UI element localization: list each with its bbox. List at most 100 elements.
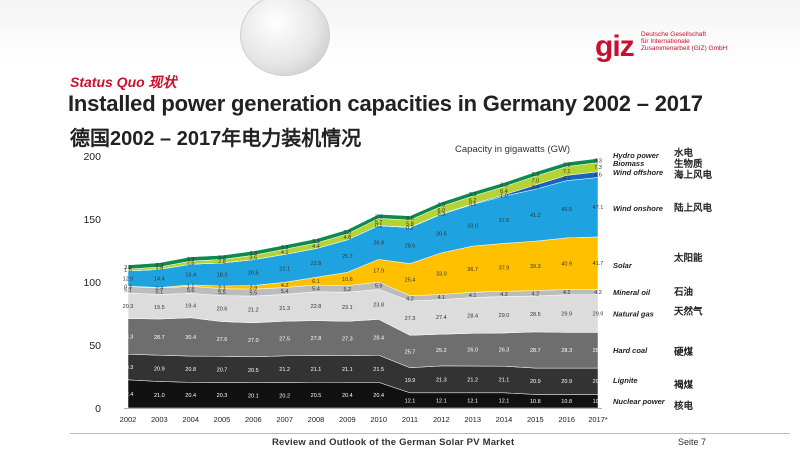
legend-label-cn-wind-onshore: 陆上风电	[674, 202, 713, 214]
data-label-nuclear-power: 10.8	[593, 399, 604, 405]
legend-label-cn-hard-coal: 硬煤	[674, 346, 694, 358]
x-tick-label: 2006	[245, 415, 262, 424]
x-tick-label: 2016	[558, 415, 575, 424]
data-label-mineral-oil: 4.2	[594, 290, 602, 296]
data-label-nuclear-power: 20.4	[185, 393, 196, 399]
data-label-biomass: 1.5	[124, 268, 132, 274]
data-label-wind-offshore: 0.5	[469, 202, 477, 208]
data-label-hydro-power: 3.3	[344, 230, 352, 236]
data-label-nuclear-power: 20.2	[279, 393, 290, 399]
data-label-solar: 41.7	[593, 261, 604, 267]
data-label-hard-coal: 28.7	[530, 348, 541, 354]
data-label-mineral-oil: 4.2	[563, 290, 571, 296]
data-label-biomass: 3.5	[250, 256, 258, 262]
legend-label-hard-coal: Hard coal	[613, 346, 648, 355]
data-label-natural-gas: 29.9	[561, 312, 572, 318]
data-label-wind-onshore: 22.1	[279, 266, 290, 272]
giz-logo-text: Deutsche Gesellschaft für Internationale…	[641, 31, 761, 52]
data-label-mineral-oil: 5.4	[312, 286, 320, 292]
data-label-lignite: 21.2	[279, 367, 290, 373]
data-label-lignite: 21.3	[436, 377, 447, 383]
x-tick-label: 2002	[120, 415, 137, 424]
data-label-biomass: 6.4	[500, 189, 508, 195]
data-label-wind-onshore: 16.4	[185, 273, 196, 279]
data-label-hard-coal: 25.2	[436, 348, 447, 354]
data-label-lignite: 21.1	[342, 367, 353, 373]
giz-logo-line: Deutsche Gesellschaft	[641, 31, 707, 38]
section-subtitle: Status Quo 现状	[70, 74, 177, 90]
data-label-mineral-oil: 4.2	[532, 291, 540, 297]
data-label-lignite: 21.5	[373, 367, 384, 373]
data-label-wind-offshore: 0.2	[406, 225, 414, 231]
data-label-wind-offshore: 4.1	[563, 176, 571, 182]
data-label-wind-onshore: 26.8	[373, 241, 384, 247]
legend-label-cn-mineral-oil: 石油	[673, 286, 693, 298]
data-label-lignite: 20.9	[593, 379, 604, 385]
data-label-lignite: 21.2	[467, 377, 478, 383]
data-label-lignite: 20.9	[530, 379, 541, 385]
giz-logo-line: für Internationale	[641, 38, 690, 45]
legend-label-cn-solar: 太阳能	[674, 252, 703, 264]
legend-label-cn-wind-offshore: 海上风电	[674, 169, 713, 181]
legend-label-biomass: Biomass	[613, 159, 644, 168]
data-label-hard-coal: 30.4	[185, 335, 196, 341]
data-label-hydro-power: 3.3	[156, 263, 164, 269]
data-label-hydro-power: 3.3	[312, 239, 320, 245]
page-title: Installed power generation capacities in…	[68, 91, 703, 116]
x-tick-label: 2013	[464, 415, 481, 424]
data-label-lignite: 20.5	[248, 368, 259, 374]
data-label-natural-gas: 23.8	[373, 302, 384, 308]
data-label-biomass: 2.8	[218, 259, 226, 265]
data-label-hard-coal: 28.7	[154, 335, 165, 341]
data-label-wind-offshore: 0.3	[438, 212, 446, 218]
data-label-nuclear-power: 20.4	[373, 393, 384, 399]
x-tick-label: 2012	[433, 415, 450, 424]
data-label-hard-coal: 28.3	[123, 334, 134, 340]
data-label-mineral-oil: 5.4	[281, 289, 289, 295]
page-title-cn: 德国2002 – 2017年电力装机情况	[70, 128, 362, 150]
data-label-hydro-power: 3.3	[469, 192, 477, 198]
data-label-wind-onshore: 12.0	[123, 277, 134, 283]
data-label-biomass: 5.8	[406, 222, 414, 228]
data-label-hard-coal: 27.5	[279, 337, 290, 343]
data-label-lignite: 20.8	[185, 367, 196, 373]
giz-logo: giz	[595, 30, 635, 63]
data-label-solar: 2.9	[250, 285, 258, 291]
data-label-solar: 40.9	[561, 262, 572, 268]
data-label-solar: 0.4	[156, 286, 164, 292]
x-tick-label: 2011	[402, 415, 418, 424]
y-tick-label: 200	[83, 151, 101, 163]
data-label-mineral-oil: 4.1	[469, 293, 477, 299]
x-tick-label: 2003	[151, 415, 168, 424]
data-label-hard-coal: 28.3	[561, 348, 572, 354]
legend-label-cn-biomass: 生物质	[674, 158, 703, 170]
x-tick-label: 2010	[370, 415, 387, 424]
data-label-hydro-power: 3.3	[500, 183, 508, 189]
x-tick-label: 2005	[214, 415, 231, 424]
x-tick-label: 2014	[496, 415, 513, 424]
x-tick-label: 2008	[308, 415, 325, 424]
data-label-mineral-oil: 5.9	[375, 284, 383, 290]
data-label-hard-coal: 25.7	[405, 350, 416, 356]
data-label-hydro-power: 3.3	[438, 202, 446, 208]
legend-label-wind-offshore: Wind offshore	[613, 168, 663, 177]
data-label-natural-gas: 27.3	[405, 316, 416, 322]
data-label-mineral-oil: 5.2	[344, 287, 352, 293]
data-label-hard-coal: 26.0	[467, 348, 478, 354]
data-label-lignite: 21.1	[499, 378, 510, 384]
capacity-chart: 0 50 100 150 200 2002 2003 2004 2005 2006 2007 2008…	[83, 144, 713, 424]
x-tick-label: 2017*	[588, 415, 608, 424]
data-label-hard-coal: 26.3	[499, 348, 510, 354]
data-label-solar: 1.1	[187, 284, 195, 290]
data-label-mineral-oil: 5.1	[156, 289, 164, 295]
data-label-natural-gas: 23.1	[342, 305, 353, 311]
data-label-mineral-oil: 5.5	[250, 291, 258, 297]
data-label-hydro-power: 3.3	[250, 251, 258, 257]
data-label-lignite: 20.9	[561, 379, 572, 385]
data-label-biomass: 5.7	[375, 220, 383, 226]
data-label-solar: 2.1	[218, 285, 226, 291]
data-label-solar: 6.1	[312, 279, 320, 285]
data-label-solar: 0.3	[124, 284, 132, 290]
data-label-nuclear-power: 20.4	[342, 393, 353, 399]
data-label-natural-gas: 27.4	[436, 315, 447, 321]
